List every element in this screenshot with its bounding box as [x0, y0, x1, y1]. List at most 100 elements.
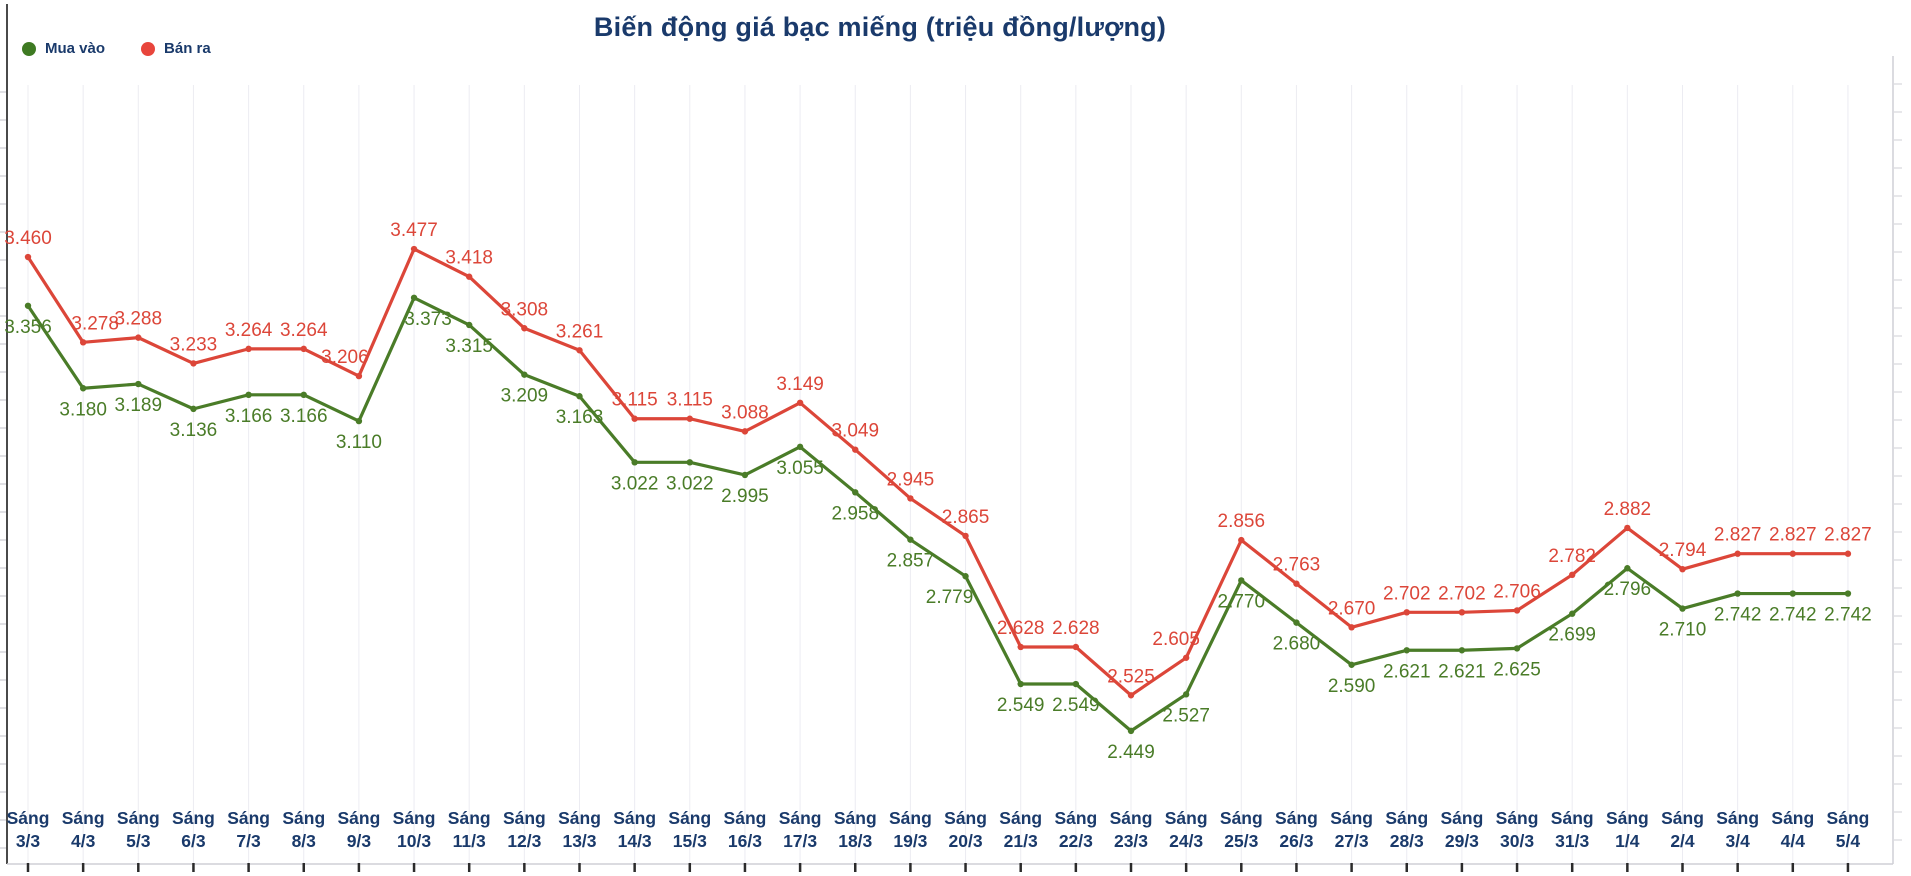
data-label-buy: 2.770: [1218, 591, 1266, 612]
data-label-sell: 3.288: [115, 309, 163, 330]
data-label-buy: 3.180: [59, 399, 107, 420]
data-point-buy: [1127, 727, 1135, 735]
data-point-sell: [521, 325, 528, 332]
data-point-sell: [1072, 643, 1080, 651]
x-tick-label-prefix: Sáng: [1827, 808, 1870, 828]
data-label-buy: 2.995: [721, 486, 769, 507]
data-label-sell: 2.628: [1052, 618, 1100, 639]
data-point-sell: [1348, 624, 1355, 631]
x-tick-label-date: 12/3: [507, 831, 541, 851]
data-point-sell: [741, 428, 749, 435]
data-point-buy: [135, 380, 142, 388]
x-tick-label-prefix: Sáng: [1110, 808, 1153, 828]
data-label-sell: 2.827: [1824, 525, 1872, 546]
data-point-sell: [1679, 565, 1686, 573]
data-label-sell: 2.702: [1438, 583, 1486, 604]
data-label-buy: 2.625: [1493, 659, 1541, 680]
data-label-sell: 2.628: [997, 618, 1045, 639]
data-point-buy: [521, 371, 528, 378]
data-label-sell: 3.264: [280, 320, 328, 341]
data-point-sell: [852, 446, 859, 453]
x-tick-label-date: 20/3: [949, 831, 983, 851]
x-tick-label-date: 1/4: [1615, 831, 1640, 851]
x-tick-label-prefix: Sáng: [1716, 808, 1759, 828]
data-label-buy: 2.699: [1548, 625, 1596, 646]
data-point-buy: [300, 391, 307, 399]
data-point-buy: [1348, 661, 1355, 668]
x-tick-label-date: 9/3: [347, 831, 372, 851]
data-label-buy: 3.356: [4, 317, 52, 338]
data-point-sell: [410, 245, 418, 253]
data-label-sell: 3.088: [721, 402, 769, 423]
data-label-sell: 2.827: [1769, 525, 1817, 546]
data-label-buy: 3.022: [611, 473, 659, 494]
x-tick-label-date: 27/3: [1335, 831, 1369, 851]
data-point-buy: [741, 471, 749, 479]
x-tick-label-date: 14/3: [618, 831, 652, 851]
legend-item-buy[interactable]: Mua vào: [22, 40, 105, 57]
x-tick-label-prefix: Sáng: [779, 808, 822, 828]
x-tick-label-date: 15/3: [673, 831, 707, 851]
data-label-buy: 2.449: [1107, 742, 1155, 763]
x-tick-label-prefix: Sáng: [724, 808, 767, 828]
data-label-sell: 2.827: [1714, 525, 1762, 546]
data-label-buy: 3.315: [445, 336, 493, 357]
data-point-buy: [1569, 610, 1576, 617]
data-point-buy: [576, 393, 583, 400]
data-label-sell: 2.525: [1107, 666, 1155, 687]
x-tick-label-date: 19/3: [893, 831, 927, 851]
data-label-buy: 2.796: [1604, 579, 1652, 600]
data-point-sell: [1734, 550, 1741, 557]
data-label-sell: 3.115: [667, 390, 713, 411]
x-tick-label-date: 10/3: [397, 831, 431, 851]
data-point-sell: [466, 273, 473, 280]
legend-buy-dot-icon: [22, 41, 36, 56]
data-label-sell: 3.049: [831, 421, 879, 442]
data-label-buy: 2.742: [1714, 605, 1762, 626]
x-tick-label-prefix: Sáng: [393, 808, 436, 828]
data-label-buy: 2.742: [1769, 605, 1817, 626]
x-tick-label-prefix: Sáng: [1330, 808, 1373, 828]
x-tick-label-date: 16/3: [728, 831, 762, 851]
data-point-buy: [1844, 590, 1852, 597]
x-tick-label-date: 11/3: [453, 831, 486, 851]
data-point-sell: [79, 339, 87, 346]
data-point-buy: [1293, 619, 1300, 626]
data-label-sell: 3.477: [390, 220, 438, 241]
data-label-sell: 2.865: [942, 507, 990, 528]
x-tick-label-date: 5/4: [1836, 831, 1861, 851]
data-point-buy: [1238, 577, 1245, 584]
legend-item-sell[interactable]: Bán ra: [141, 40, 211, 57]
x-tick-label-date: 29/3: [1445, 831, 1479, 851]
legend-buy-label: Mua vào: [45, 40, 106, 57]
data-label-sell: 2.605: [1152, 629, 1200, 650]
data-point-buy: [1017, 680, 1024, 688]
data-label-sell: 2.856: [1218, 511, 1266, 532]
data-point-buy: [907, 536, 914, 543]
x-tick-label-prefix: Sáng: [1771, 808, 1814, 828]
data-label-sell: 3.149: [776, 374, 824, 395]
x-tick-label-date: 5/3: [126, 831, 151, 851]
data-point-buy: [1789, 590, 1797, 597]
x-tick-label-date: 28/3: [1390, 831, 1424, 851]
data-point-sell: [1513, 607, 1521, 614]
data-label-buy: 2.549: [997, 695, 1045, 716]
legend-sell-label: Bán ra: [164, 40, 211, 57]
data-label-sell: 2.794: [1659, 540, 1707, 561]
x-tick-label-prefix: Sáng: [172, 808, 215, 828]
data-point-buy: [1182, 691, 1190, 698]
chart-title: Biến động giá bạc miếng (triệu đồng/lượn…: [593, 12, 1167, 42]
x-tick-label-prefix: Sáng: [62, 808, 105, 828]
x-tick-label-date: 24/3: [1169, 831, 1203, 851]
x-tick-label-prefix: Sáng: [1551, 808, 1594, 828]
data-point-buy: [79, 385, 87, 392]
data-label-sell: 2.706: [1493, 581, 1541, 602]
x-tick-label-date: 21/3: [1004, 831, 1038, 851]
x-tick-label-date: 25/3: [1224, 831, 1258, 851]
data-point-sell: [1569, 571, 1576, 579]
data-label-sell: 3.418: [445, 248, 493, 269]
data-label-buy: 3.055: [776, 458, 824, 479]
x-tick-label-date: 13/3: [562, 831, 596, 851]
